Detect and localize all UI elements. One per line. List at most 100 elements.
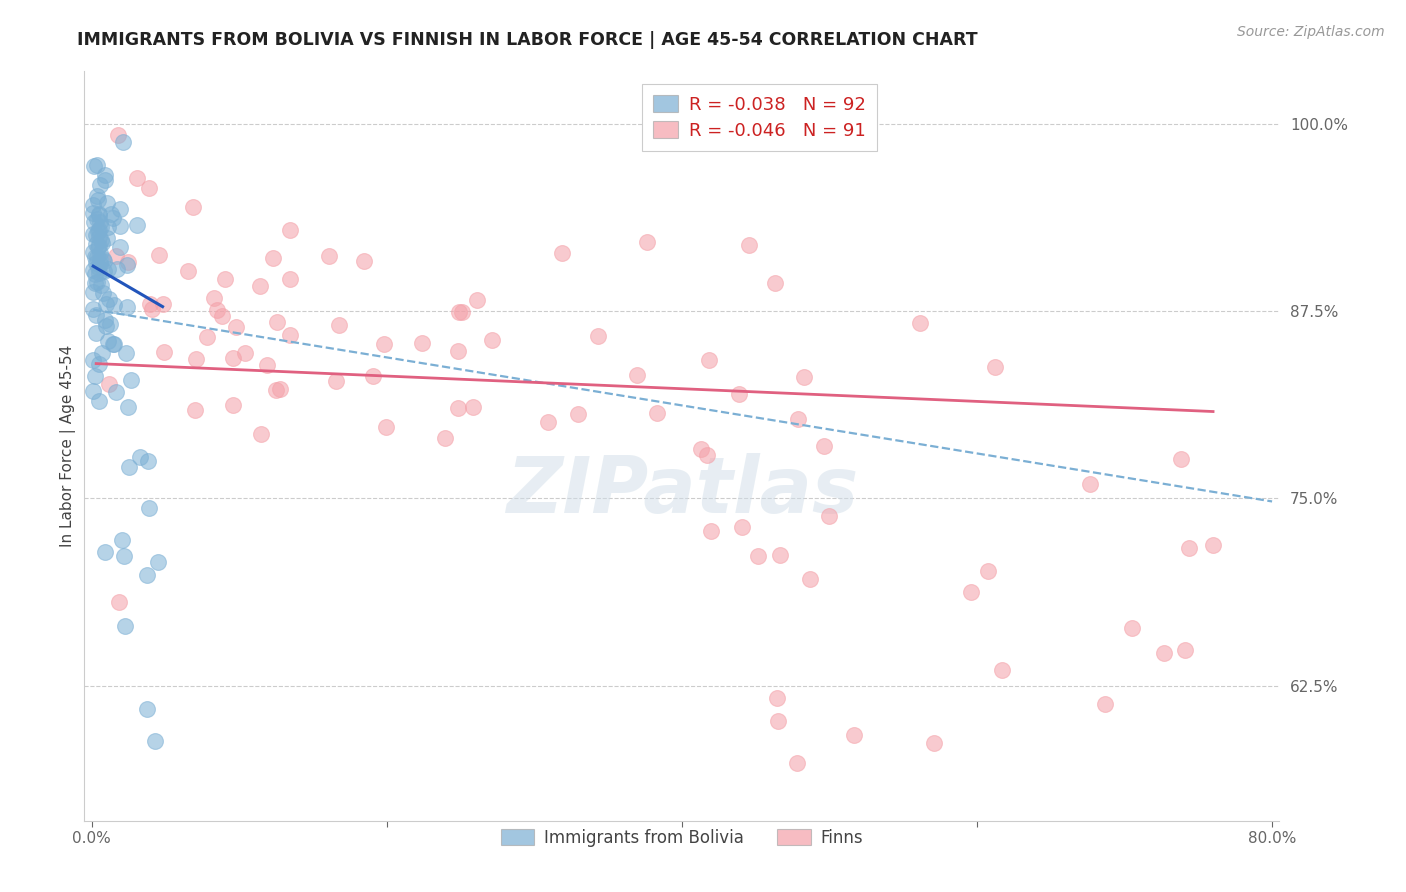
- Point: [1153, 646, 1175, 660]
- Point: [411, 335, 433, 350]
- Point: [465, 293, 488, 308]
- Point: [636, 235, 658, 250]
- Point: [87, 260, 110, 274]
- Point: [1174, 643, 1197, 657]
- Point: [120, 373, 142, 387]
- Point: [86, 250, 108, 264]
- Point: [87, 208, 110, 222]
- Point: [325, 374, 347, 388]
- Point: [82, 353, 104, 368]
- Point: [700, 524, 723, 538]
- Point: [90, 278, 112, 293]
- Point: [991, 663, 1014, 677]
- Point: [152, 345, 174, 359]
- Point: [89, 229, 111, 244]
- Point: [249, 278, 271, 293]
- Point: [787, 412, 810, 426]
- Point: [105, 262, 128, 277]
- Point: [103, 337, 125, 351]
- Point: [94, 172, 117, 186]
- Point: [83, 276, 105, 290]
- Point: [626, 368, 648, 383]
- Point: [107, 128, 129, 142]
- Point: [922, 736, 945, 750]
- Point: [280, 328, 302, 343]
- Point: [91, 252, 114, 266]
- Point: [115, 346, 138, 360]
- Point: [481, 333, 503, 347]
- Point: [747, 549, 769, 563]
- Point: [96, 231, 118, 245]
- Point: [433, 431, 456, 445]
- Point: [697, 353, 720, 368]
- Point: [91, 346, 114, 360]
- Point: [1202, 538, 1225, 552]
- Point: [143, 734, 166, 748]
- Point: [89, 358, 111, 372]
- Point: [98, 292, 121, 306]
- Point: [550, 246, 572, 260]
- Point: [262, 252, 284, 266]
- Point: [1178, 541, 1201, 555]
- Point: [225, 319, 247, 334]
- Point: [375, 420, 398, 434]
- Point: [111, 533, 134, 547]
- Point: [93, 264, 115, 278]
- Point: [266, 315, 288, 329]
- Point: [280, 223, 302, 237]
- Point: [104, 384, 127, 399]
- Point: [567, 407, 589, 421]
- Y-axis label: In Labor Force | Age 45-54: In Labor Force | Age 45-54: [60, 345, 76, 547]
- Point: [148, 248, 170, 262]
- Point: [269, 382, 291, 396]
- Point: [82, 384, 104, 399]
- Text: ZIPatlas: ZIPatlas: [506, 453, 858, 529]
- Point: [108, 595, 131, 609]
- Point: [97, 220, 120, 235]
- Point: [103, 298, 125, 312]
- Point: [87, 393, 110, 408]
- Point: [108, 240, 131, 254]
- Point: [118, 459, 141, 474]
- Point: [82, 245, 104, 260]
- Point: [89, 257, 111, 271]
- Point: [842, 728, 865, 742]
- Point: [129, 450, 152, 464]
- Point: [959, 585, 981, 599]
- Point: [136, 568, 159, 582]
- Point: [97, 334, 120, 348]
- Point: [799, 572, 821, 586]
- Point: [447, 401, 470, 416]
- Point: [83, 160, 105, 174]
- Point: [148, 556, 170, 570]
- Point: [112, 549, 135, 564]
- Point: [86, 212, 108, 227]
- Point: [93, 254, 115, 268]
- Point: [138, 297, 160, 311]
- Point: [87, 194, 110, 208]
- Point: [103, 211, 125, 226]
- Point: [813, 439, 835, 453]
- Point: [984, 359, 1007, 374]
- Point: [197, 330, 219, 344]
- Point: [353, 253, 375, 268]
- Point: [93, 544, 115, 558]
- Point: [731, 519, 754, 533]
- Point: [108, 202, 131, 216]
- Point: [96, 319, 118, 334]
- Point: [214, 272, 236, 286]
- Point: [87, 266, 110, 280]
- Point: [82, 301, 104, 316]
- Point: [184, 402, 207, 417]
- Point: [94, 168, 117, 182]
- Point: [211, 309, 233, 323]
- Point: [86, 158, 108, 172]
- Point: [361, 368, 384, 383]
- Point: [373, 337, 395, 351]
- Text: Source: ZipAtlas.com: Source: ZipAtlas.com: [1237, 25, 1385, 39]
- Point: [765, 276, 787, 290]
- Point: [117, 255, 139, 269]
- Point: [125, 218, 148, 232]
- Point: [786, 756, 808, 770]
- Point: [89, 178, 111, 193]
